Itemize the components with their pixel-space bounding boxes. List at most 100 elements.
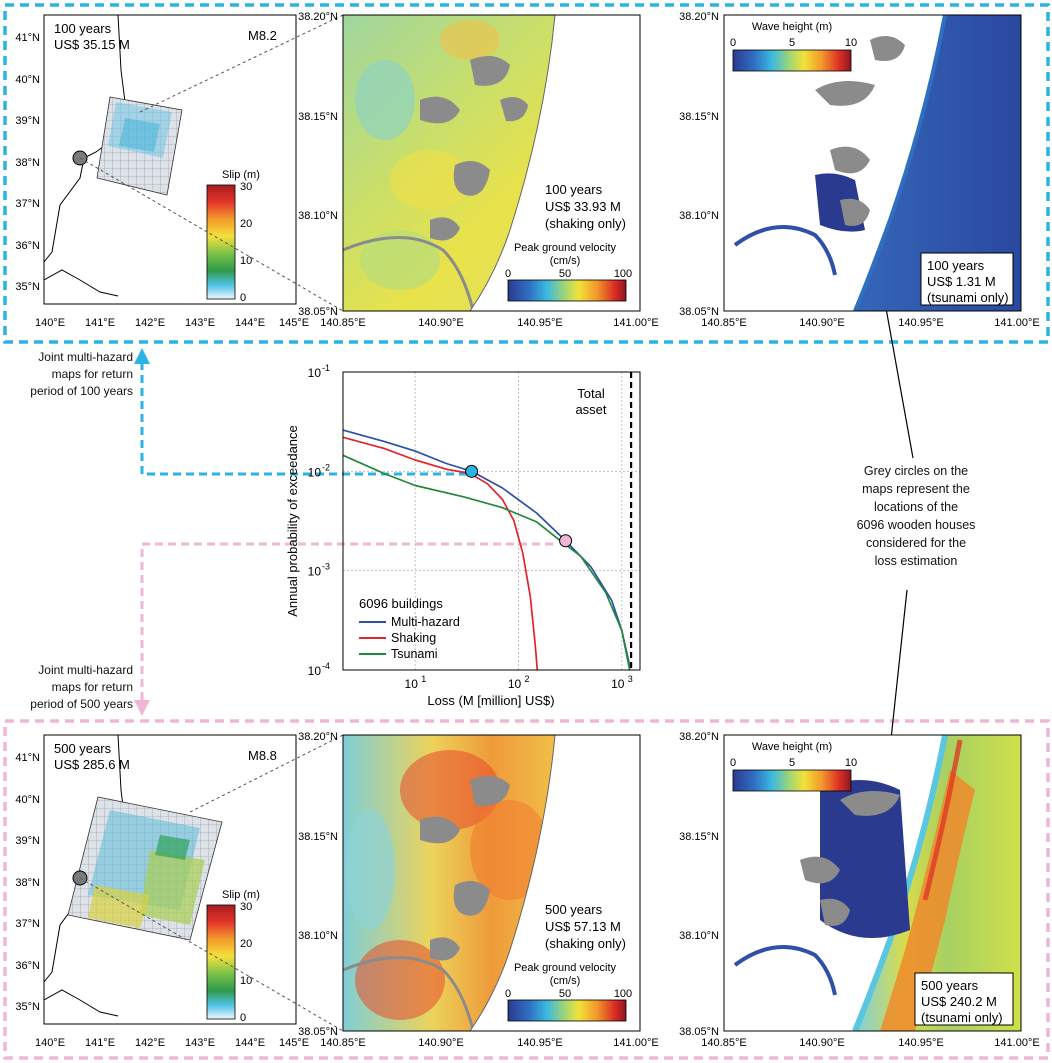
x-tick-label: 10	[508, 677, 522, 691]
slip-tick: 10	[240, 255, 252, 267]
slip-tick: 30	[240, 901, 252, 913]
lon-tick: 141.00°E	[994, 317, 1039, 329]
lon-tick: 143°E	[185, 1037, 215, 1049]
note-line: loss estimation	[874, 554, 958, 568]
pgv-tick: 50	[559, 268, 571, 280]
lat-tick: 38.15°N	[679, 111, 719, 123]
wave-tick: 5	[789, 757, 795, 769]
lat-tick: 38.05°N	[679, 306, 719, 318]
pgv-colorbar-unit: (cm/s)	[550, 255, 581, 267]
lon-tick: 145°E	[279, 1037, 309, 1049]
tsunami-period-label: 100 years	[927, 258, 985, 273]
lon-tick: 141.00°E	[613, 1037, 658, 1049]
lon-tick: 140.90°E	[799, 317, 844, 329]
lat-tick: 41°N	[15, 32, 40, 44]
coastline	[44, 15, 127, 263]
lat-tick: 38°N	[15, 877, 40, 889]
lon-tick: 142°E	[135, 317, 165, 329]
joint-100-note: Joint multi-hazard maps for return perio…	[5, 349, 133, 400]
x-tick-exponent: 2	[525, 674, 530, 684]
grey-circles-note: Grey circles on the maps represent the l…	[826, 462, 1006, 570]
lat-tick: 38.10°N	[679, 210, 719, 222]
lat-tick: 36°N	[15, 960, 40, 972]
y-tick-exponent: -1	[322, 363, 330, 373]
lon-tick: 140.85°E	[701, 1037, 746, 1049]
chart-frame	[342, 371, 641, 671]
pgv-colorbar-unit: (cm/s)	[550, 975, 581, 987]
lon-tick: 140.90°E	[799, 1037, 844, 1049]
note-line: Grey circles on the	[863, 464, 969, 478]
pgv-colorbar	[507, 279, 627, 302]
pgv-note-label: (shaking only)	[545, 936, 626, 951]
chart-markers	[465, 464, 573, 548]
slip-tick: 20	[240, 938, 252, 950]
pgv-tick: 50	[559, 988, 571, 1000]
pgv-tick: 0	[505, 268, 511, 280]
wave-colorbar-title: Wave height (m)	[752, 21, 832, 33]
tsunami-note-label: (tsunami only)	[921, 1010, 1003, 1025]
chart-legend: Multi-hazard Shaking Tsunami	[359, 615, 460, 661]
pgv-tick: 100	[614, 988, 632, 1000]
slip-colorbar-title: Slip (m)	[222, 889, 260, 901]
tsunami-map-500: Wave height (m) 0 5 10 500 years US$ 240…	[679, 731, 1040, 1049]
lon-tick: 140.90°E	[418, 317, 463, 329]
slip-tick: 30	[240, 181, 252, 193]
magnitude-label: M8.8	[248, 748, 277, 763]
legend-title: 6096 buildings	[359, 596, 443, 611]
pgv-loss-label: US$ 57.13 M	[545, 919, 621, 934]
slip-tick: 0	[240, 1012, 246, 1024]
lon-tick: 141.00°E	[613, 317, 658, 329]
y-tick-label: 10	[308, 465, 322, 479]
lon-tick: 145°E	[279, 317, 309, 329]
lat-tick: 35°N	[15, 1001, 40, 1013]
lat-tick: 39°N	[15, 835, 40, 847]
lon-tick: 140°E	[35, 317, 65, 329]
note-line: maps for return	[51, 367, 133, 381]
rp500-arrowhead	[134, 700, 150, 716]
slip-map-500: 500 years US$ 285.6 M M8.8 Slip (m) 30 2…	[15, 734, 309, 1049]
lat-tick: 40°N	[15, 74, 40, 86]
pgv-map-500: 500 years US$ 57.13 M (shaking only) Pea…	[298, 731, 659, 1049]
lat-tick: 38.05°N	[298, 306, 338, 318]
note-line: period of 100 years	[30, 384, 133, 398]
note-line: considered for the	[865, 536, 967, 550]
lon-tick: 140°E	[35, 1037, 65, 1049]
pgv-colorbar-title: Peak ground velocity	[514, 962, 617, 974]
note-line: period of 500 years	[30, 697, 133, 711]
lon-tick: 140.90°E	[418, 1037, 463, 1049]
pgv-period-label: 500 years	[545, 902, 603, 917]
x-tick-label: 10	[611, 677, 625, 691]
lat-tick: 38.20°N	[679, 731, 719, 743]
lat-tick: 38.20°N	[298, 731, 338, 743]
slip-period-label: 100 years	[54, 21, 112, 36]
slip-period-label: 500 years	[54, 741, 112, 756]
lon-tick: 141°E	[85, 1037, 115, 1049]
rp100-arrowhead	[134, 348, 150, 364]
lat-tick: 38.20°N	[679, 11, 719, 23]
y-tick-label: 10	[308, 664, 322, 678]
lat-tick: 40°N	[15, 794, 40, 806]
x-tick-label: 10	[405, 677, 419, 691]
y-tick-label: 10	[308, 366, 322, 380]
lon-tick: 144°E	[235, 1037, 265, 1049]
lon-tick: 141.00°E	[994, 1037, 1039, 1049]
lon-tick: 140.95°E	[517, 317, 562, 329]
legend-label: Multi-hazard	[391, 615, 460, 629]
slip-loss-label: US$ 35.15 M	[54, 37, 130, 52]
tsunami-map-100: Wave height (m) 0 5 10 100 years US$ 1.3…	[679, 11, 1040, 329]
lat-tick: 38.10°N	[298, 930, 338, 942]
lon-tick: 144°E	[235, 317, 265, 329]
lat-tick: 36°N	[15, 240, 40, 252]
slip-tick: 0	[240, 292, 246, 304]
lat-tick: 38.05°N	[298, 1026, 338, 1038]
lat-tick: 38.10°N	[298, 210, 338, 222]
series-multi-hazard-line	[342, 429, 631, 671]
pgv-tick: 0	[505, 988, 511, 1000]
pgv-note-label: (shaking only)	[545, 216, 626, 231]
lon-tick: 141°E	[85, 317, 115, 329]
wave-tick: 10	[845, 757, 857, 769]
pgv-tick: 100	[614, 268, 632, 280]
wave-tick: 10	[845, 37, 857, 49]
magnitude-label: M8.2	[248, 28, 277, 43]
total-asset-label: asset	[575, 402, 606, 417]
